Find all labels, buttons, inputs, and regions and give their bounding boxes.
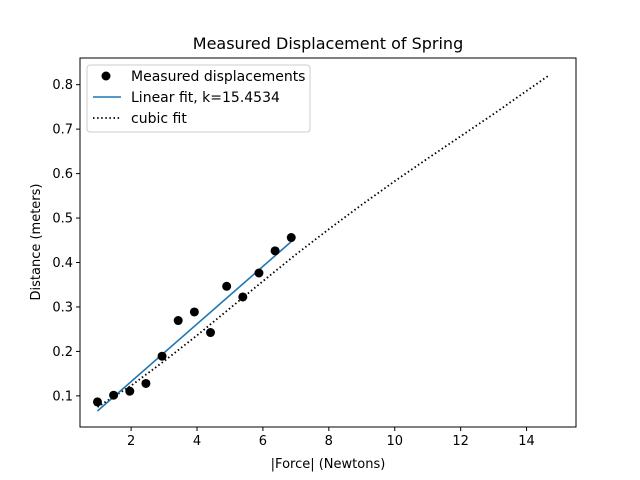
y-tick-label: 0.2: [52, 345, 73, 360]
y-tick-label: 0.3: [52, 300, 73, 315]
plot-frame: [79, 57, 577, 428]
y-tick-label: 0.7: [52, 123, 73, 138]
data-point: [109, 390, 119, 400]
legend-label: Measured displacements: [131, 69, 305, 85]
y-tick-label: 0.1: [52, 389, 73, 404]
data-point: [222, 281, 232, 291]
legend-marker: [101, 71, 111, 81]
y-tick-label: 0.8: [52, 78, 73, 93]
data-point: [173, 316, 183, 326]
y-axis-label: Distance (meters): [29, 184, 44, 301]
data-point: [206, 328, 216, 338]
y-tick-label: 0.5: [52, 212, 73, 227]
legend-box: [86, 64, 311, 133]
data-point: [254, 268, 264, 278]
cubic-fit-line: [96, 74, 551, 408]
x-tick-label: 8: [325, 434, 333, 449]
data-point: [270, 246, 280, 256]
data-point: [286, 233, 296, 243]
data-point: [238, 292, 248, 302]
data-point: [157, 351, 167, 361]
x-tick-label: 6: [259, 434, 267, 449]
data-point: [141, 378, 151, 388]
x-tick-label: 2: [127, 434, 135, 449]
chart-title: Measured Displacement of Spring: [193, 34, 463, 53]
x-tick-label: 4: [193, 434, 201, 449]
x-tick-label: 10: [386, 434, 403, 449]
data-point: [92, 397, 102, 407]
legend-label: Linear fit, k=15.4534: [131, 90, 280, 106]
y-tick-label: 0.4: [52, 256, 73, 271]
data-point: [189, 307, 199, 317]
legend-label: cubic fit: [131, 111, 187, 127]
x-tick-label: 14: [518, 434, 535, 449]
x-tick-label: 12: [452, 434, 469, 449]
y-tick-label: 0.6: [52, 167, 73, 182]
data-point: [125, 386, 135, 396]
x-axis-label: |Force| (Newtons): [271, 457, 386, 472]
linear-fit-line: [96, 241, 292, 412]
legend: Measured displacements Linear fit, k=15.4…: [86, 64, 311, 133]
